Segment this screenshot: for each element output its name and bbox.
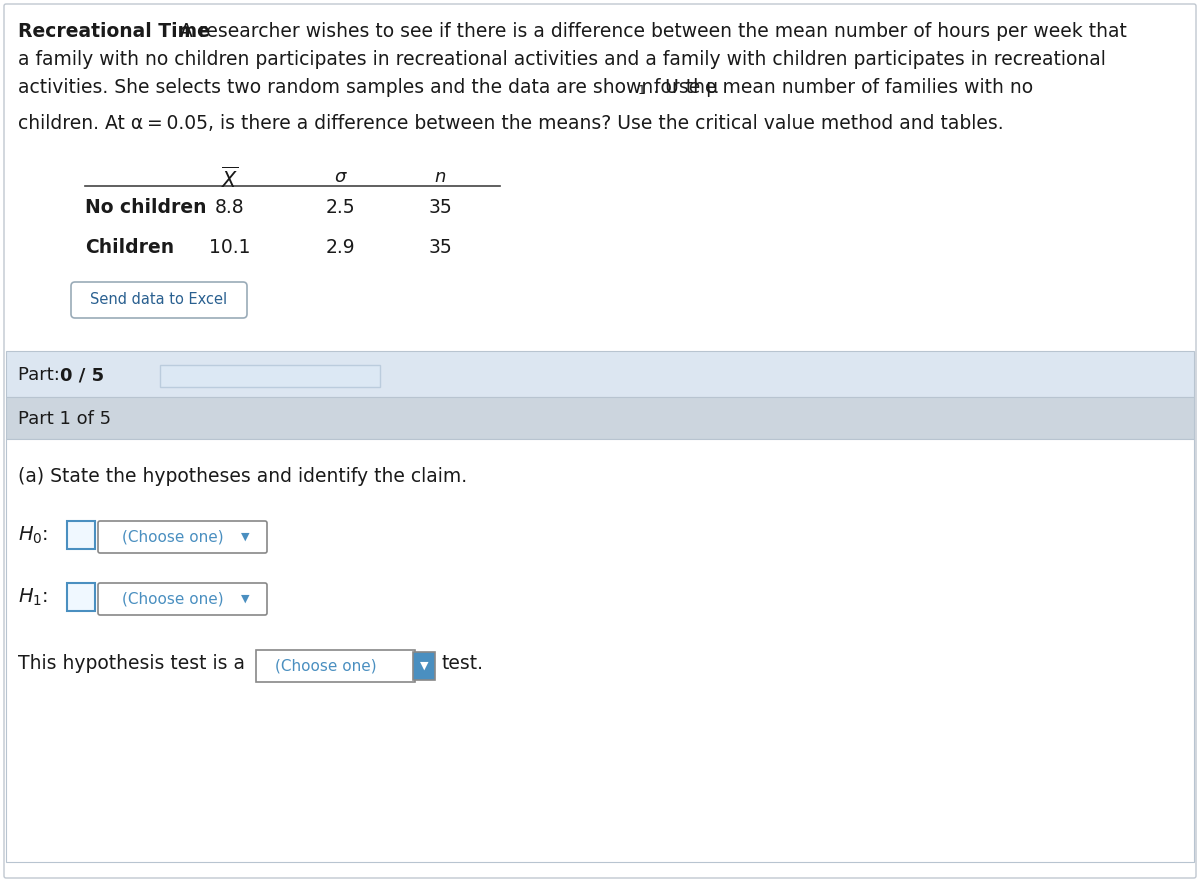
Text: ▼: ▼ [420,661,428,671]
Text: σ: σ [335,168,346,186]
FancyBboxPatch shape [6,439,1194,862]
Text: Recreational Time: Recreational Time [18,22,210,41]
Text: No children: No children [85,198,206,217]
Text: This hypothesis test is a: This hypothesis test is a [18,654,251,673]
FancyBboxPatch shape [4,4,1196,878]
FancyBboxPatch shape [67,521,95,549]
Text: (a) State the hypotheses and identify the claim.: (a) State the hypotheses and identify th… [18,467,467,486]
FancyBboxPatch shape [256,650,415,682]
Text: a family with no children participates in recreational activities and a family w: a family with no children participates i… [18,50,1106,69]
Text: for the mean number of families with no: for the mean number of families with no [648,78,1033,97]
Text: 35: 35 [428,238,452,257]
Text: (Choose one): (Choose one) [121,592,223,607]
FancyBboxPatch shape [6,397,1194,439]
Text: ▼: ▼ [241,532,250,542]
Text: 2.9: 2.9 [325,238,355,257]
Text: 8.8: 8.8 [215,198,245,217]
Text: Part 1 of 5: Part 1 of 5 [18,410,112,428]
Text: ▼: ▼ [241,594,250,604]
Text: 1: 1 [638,84,646,97]
Text: $H_1$:: $H_1$: [18,587,48,609]
Text: $H_0$:: $H_0$: [18,525,48,546]
Text: children. At α = 0.05, is there a difference between the means? Use the critical: children. At α = 0.05, is there a differ… [18,114,1003,133]
Text: test.: test. [442,654,482,673]
Text: activities. She selects two random samples and the data are shown. Use μ: activities. She selects two random sampl… [18,78,719,97]
Text: 2.5: 2.5 [325,198,355,217]
Text: n: n [434,168,445,186]
Text: Children: Children [85,238,174,257]
FancyBboxPatch shape [413,652,436,680]
Text: A researcher wishes to see if there is a difference between the mean number of h: A researcher wishes to see if there is a… [174,22,1127,41]
FancyBboxPatch shape [67,583,95,611]
Text: Part:: Part: [18,366,66,384]
Text: Send data to Excel: Send data to Excel [90,293,228,308]
Text: 0 / 5: 0 / 5 [60,366,104,384]
FancyBboxPatch shape [6,351,1194,397]
Text: (Choose one): (Choose one) [275,659,377,674]
FancyBboxPatch shape [98,521,266,553]
Text: (Choose one): (Choose one) [121,529,223,544]
Text: 10.1: 10.1 [209,238,251,257]
FancyBboxPatch shape [71,282,247,318]
FancyBboxPatch shape [98,583,266,615]
FancyBboxPatch shape [160,365,380,387]
Text: 35: 35 [428,198,452,217]
Text: $\overline{X}$: $\overline{X}$ [221,166,239,191]
